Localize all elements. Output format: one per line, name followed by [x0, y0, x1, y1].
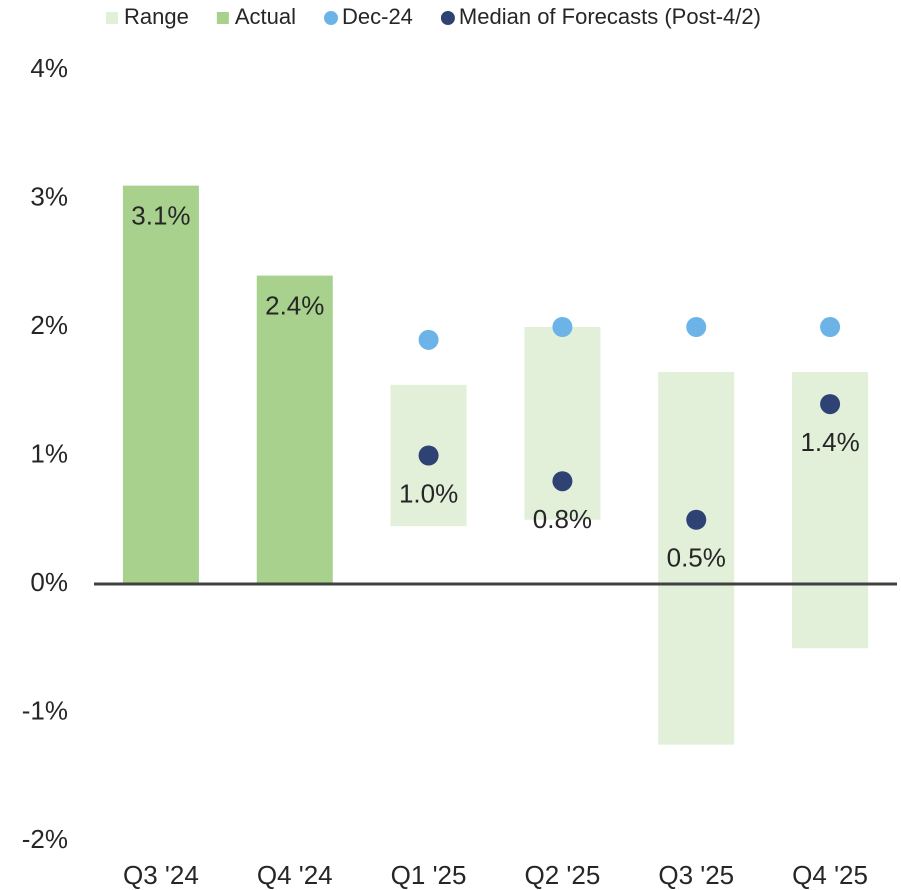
- x-tick-label: Q1 '25: [391, 860, 467, 890]
- x-tick-label: Q3 '25: [658, 860, 734, 890]
- x-tick-label: Q3 '24: [123, 860, 199, 890]
- legend-label: Actual: [235, 4, 296, 29]
- data-label: 0.5%: [667, 543, 726, 573]
- y-tick-label: 2%: [30, 310, 68, 340]
- legend-label: Dec-24: [342, 4, 413, 29]
- range-bar: [658, 371, 735, 745]
- y-tick-label: 0%: [30, 567, 68, 597]
- dot: [552, 317, 573, 337]
- legend-marker: [440, 11, 455, 25]
- data-label: 2.4%: [265, 290, 324, 320]
- x-tick-label: Q4 '24: [257, 860, 333, 890]
- dot: [820, 317, 841, 337]
- range-bar: [792, 371, 869, 649]
- x-tick-label: Q2 '25: [525, 860, 601, 890]
- bar: [122, 185, 199, 584]
- legend-marker: [106, 12, 118, 24]
- legend-label: Range: [124, 4, 189, 29]
- legend-marker: [216, 12, 229, 24]
- y-tick-label: -2%: [22, 824, 68, 854]
- dot: [418, 329, 439, 350]
- legend-marker: [324, 11, 338, 25]
- dot: [418, 445, 439, 466]
- dot: [686, 509, 707, 530]
- data-label: 1.4%: [800, 427, 859, 457]
- y-tick-label: 1%: [30, 438, 68, 468]
- data-label: 3.1%: [131, 201, 190, 231]
- y-tick-label: 4%: [30, 53, 68, 83]
- y-tick-label: -1%: [22, 695, 68, 725]
- data-label: 0.8%: [533, 504, 592, 534]
- dot: [552, 471, 573, 492]
- dot: [820, 394, 841, 415]
- data-label: 1.0%: [399, 478, 458, 508]
- bar: [256, 275, 333, 584]
- legend-label: Median of Forecasts (Post-4/2): [459, 4, 761, 29]
- x-tick-label: Q4 '25: [792, 860, 868, 890]
- dot: [686, 317, 707, 337]
- y-tick-label: 3%: [30, 181, 68, 211]
